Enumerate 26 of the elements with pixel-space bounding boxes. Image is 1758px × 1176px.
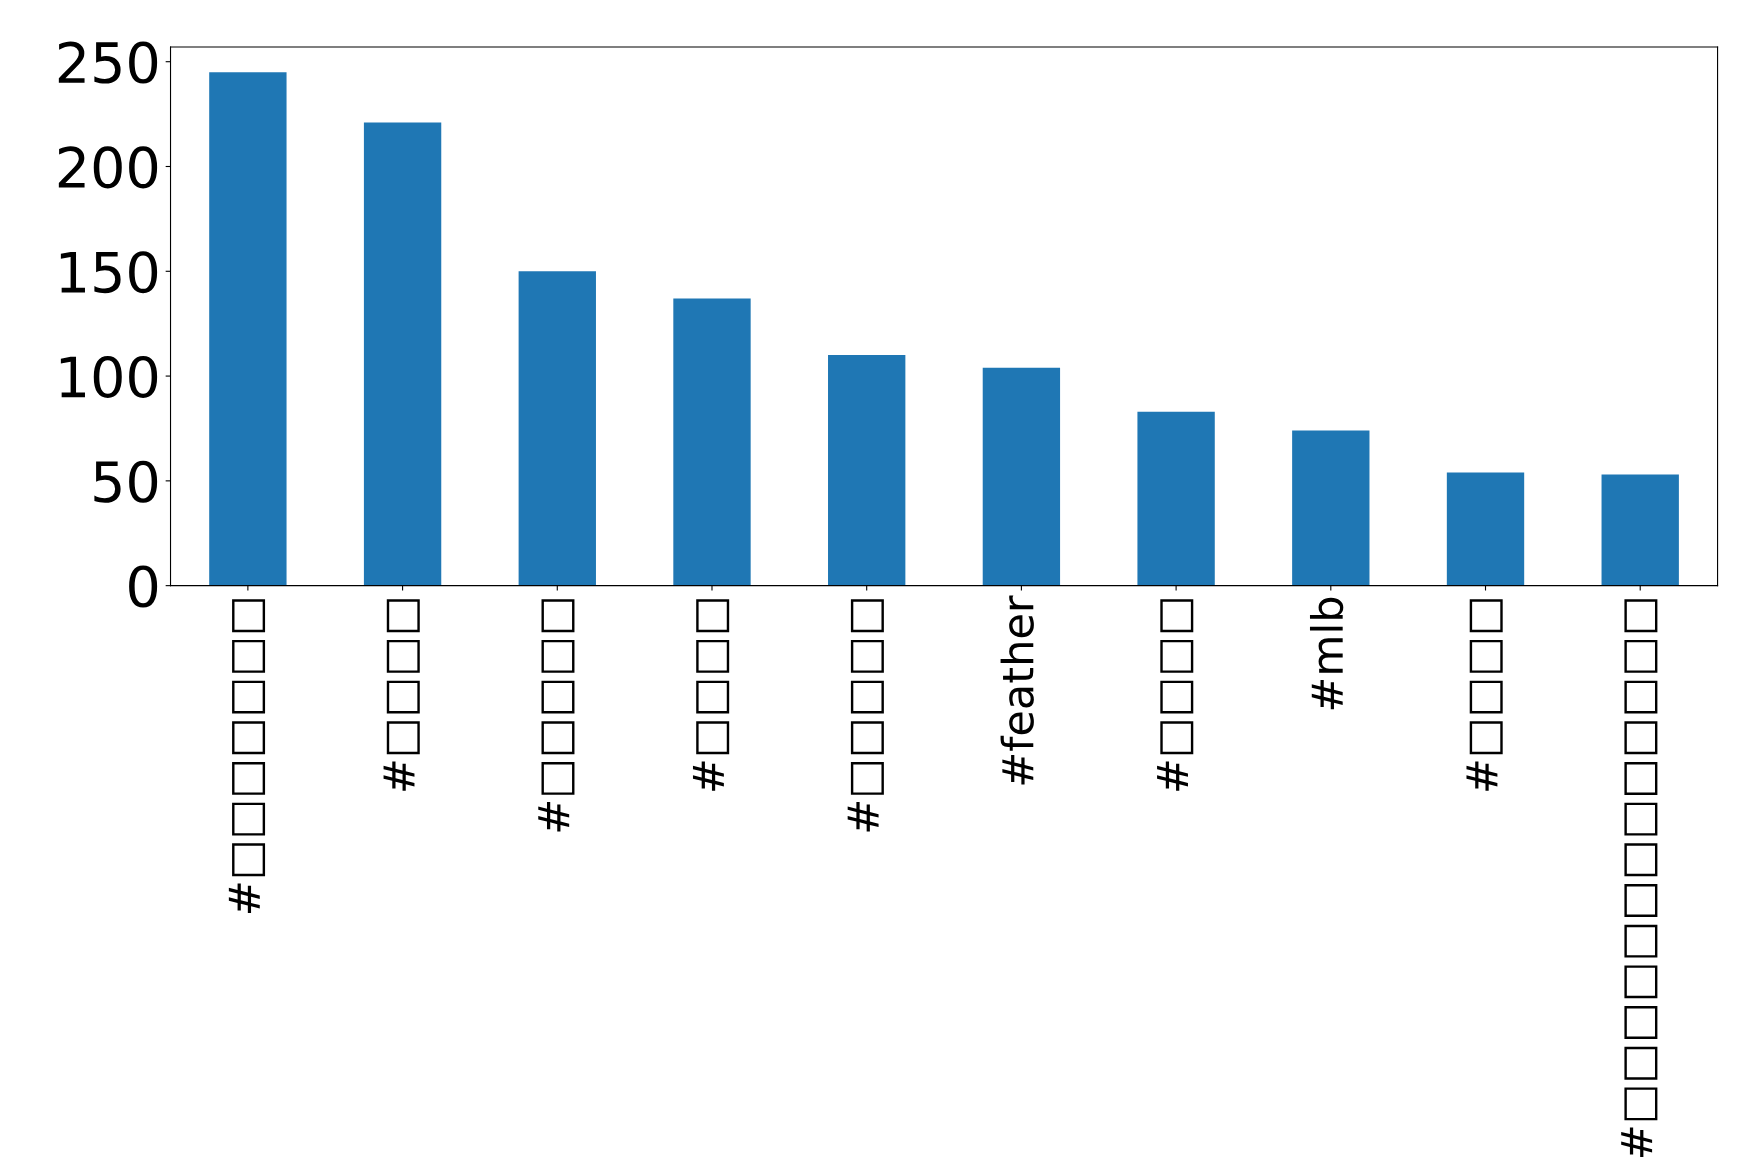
x-tick-label: #□□□□□: [847, 599, 884, 832]
y-tick-label: 250: [58, 41, 158, 84]
x-tick-label: #□□□□□□□: [228, 599, 266, 913]
bar: [1446, 472, 1525, 586]
x-tick-label: #□□□□: [1466, 599, 1503, 791]
y-tick-label: 100: [60, 355, 158, 398]
bar: [1137, 411, 1215, 586]
bar: [982, 367, 1061, 586]
x-tick-label: #□□□□: [1157, 599, 1194, 791]
bar: [828, 355, 906, 586]
x-tick-label: #mlb: [1309, 597, 1344, 710]
y-tick-label: 200: [58, 146, 158, 189]
bar: [518, 271, 596, 586]
x-tick-label: #□□□□□□□□□□□□□: [1621, 599, 1658, 1157]
bar: [363, 122, 442, 586]
bar: [209, 72, 287, 586]
x-tick-label: #feather: [1000, 595, 1034, 785]
bar: [1292, 430, 1370, 586]
x-tick-label: #□□□□: [383, 599, 420, 791]
y-tick-label: 50: [94, 460, 158, 503]
y-tick-label: 150: [60, 251, 158, 294]
bar: [1601, 474, 1679, 586]
x-tick-label: #□□□□: [692, 599, 730, 791]
x-tick-label: #□□□□□: [538, 599, 575, 832]
bar: [673, 298, 751, 586]
y-tick-label: 0: [129, 565, 158, 608]
